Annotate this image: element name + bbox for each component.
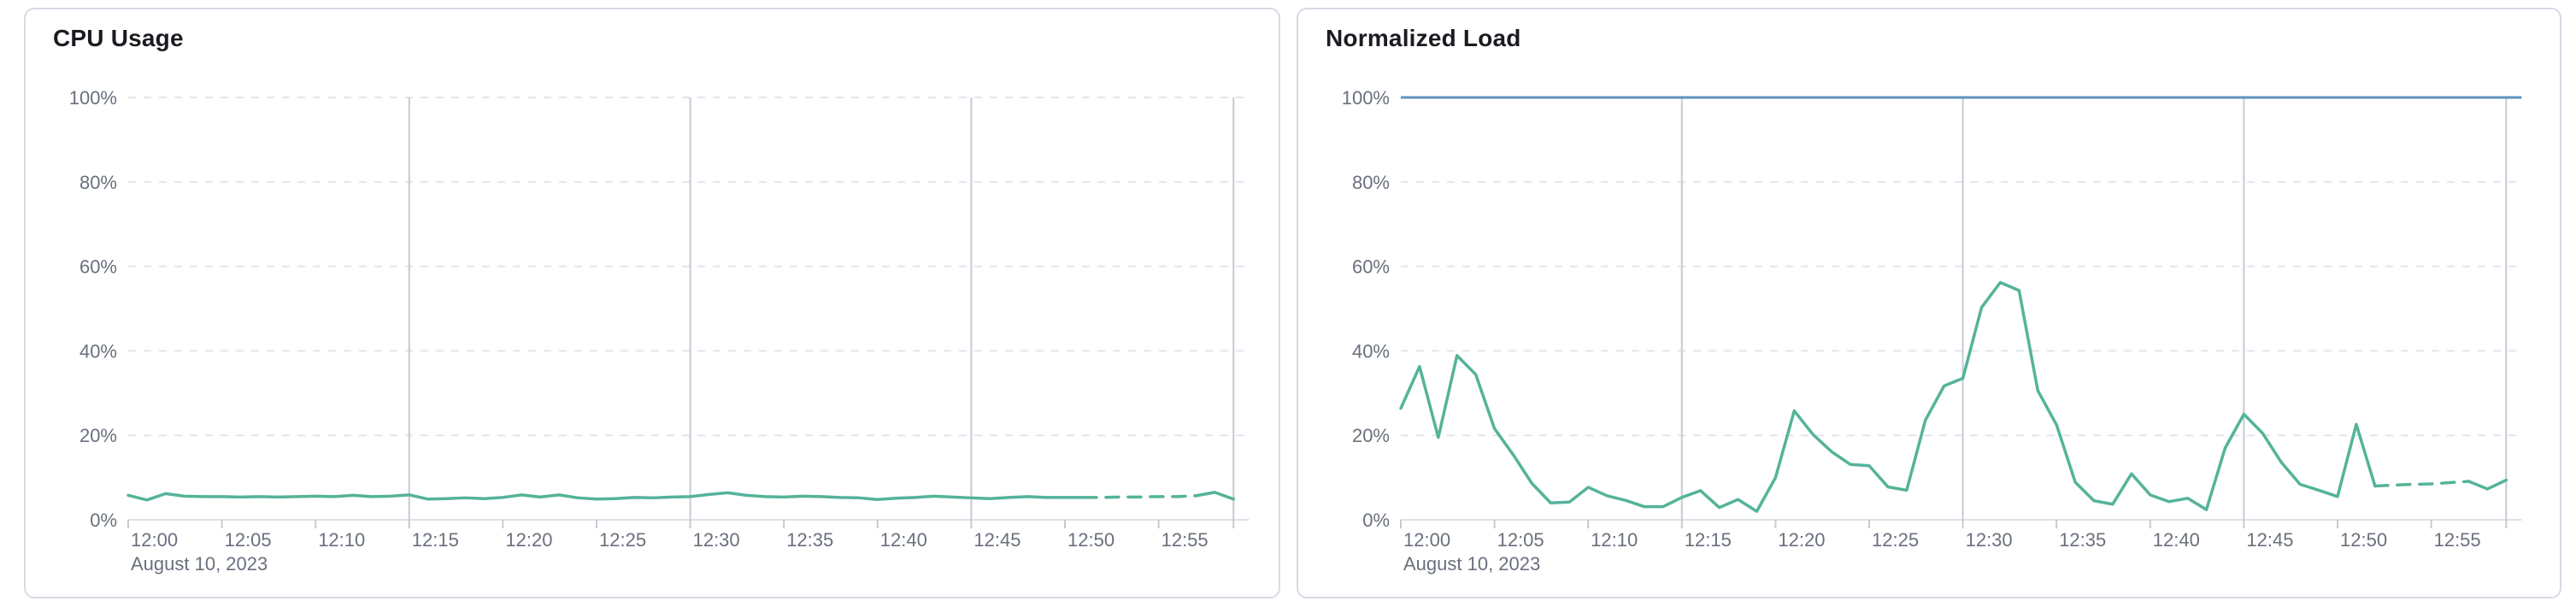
y-axis-label: 0% <box>90 510 117 531</box>
y-axis-label: 20% <box>79 425 117 446</box>
normalized-load-line-tail <box>2467 478 2508 491</box>
y-axis-label: 40% <box>1352 340 1390 362</box>
x-axis-label: 12:55 <box>1162 529 1209 551</box>
x-axis-label: 12:20 <box>1778 529 1825 551</box>
panel-title-normalized-load: Normalized Load <box>1326 25 1521 51</box>
x-axis-label: 12:05 <box>1497 529 1544 551</box>
x-axis-label: 12:00 <box>131 529 178 551</box>
cpu-usage-line-tail <box>1194 491 1236 501</box>
x-axis-label: 12:20 <box>505 529 552 551</box>
x-axis-label: 12:45 <box>973 529 1020 551</box>
cpu-usage-line-partial <box>1082 494 1198 499</box>
x-axis-label: 12:40 <box>2153 529 2200 551</box>
x-axis-label: 12:00 <box>1403 529 1450 551</box>
normalized-load-line <box>1399 280 2377 513</box>
normalized-load-line-partial <box>2373 480 2471 488</box>
y-axis-label: 100% <box>1342 87 1390 109</box>
date-label: August 10, 2023 <box>131 553 268 575</box>
x-axis-label: 12:05 <box>225 529 272 551</box>
x-axis-label: 12:15 <box>1685 529 1732 551</box>
x-axis-label: 12:35 <box>786 529 833 551</box>
normalized-load-panel: Normalized Load 0% 20% 40% 60% 80% 100% 12:00 1… <box>1297 8 2561 598</box>
y-axis-label: 80% <box>79 172 117 193</box>
x-axis-label: 12:10 <box>318 529 365 551</box>
x-axis-label: 12:55 <box>2434 529 2481 551</box>
panel-title-cpu-usage: CPU Usage <box>53 25 184 51</box>
y-axis-label: 100% <box>69 87 117 109</box>
y-axis-label: 20% <box>1352 425 1390 446</box>
x-axis-label: 12:45 <box>2246 529 2293 551</box>
x-axis-label: 12:35 <box>2059 529 2106 551</box>
cpu-usage-chart[interactable]: 0% 20% 40% 60% 80% 100% 12:00 12:05 12:10 12:15 12… <box>26 9 1280 598</box>
y-axis-label: 60% <box>1352 256 1390 278</box>
y-axis-label: 40% <box>79 340 117 362</box>
x-axis-label: 12:50 <box>2340 529 2387 551</box>
x-axis-label: 12:30 <box>693 529 740 551</box>
date-label: August 10, 2023 <box>1403 553 1540 575</box>
x-axis-label: 12:25 <box>599 529 646 551</box>
y-axis-label: 0% <box>1362 510 1390 531</box>
cpu-usage-panel: CPU Usage 0% 20% 40% 60% 80% 100% 12:00 12:05 12… <box>24 8 1280 598</box>
normalized-load-chart[interactable]: 0% 20% 40% 60% 80% 100% 12:00 12:05 12:10 12:15 12… <box>1298 9 2561 598</box>
y-axis-label: 60% <box>79 256 117 278</box>
x-axis-label: 12:50 <box>1067 529 1115 551</box>
x-axis-label: 12:30 <box>1966 529 2013 551</box>
x-axis-label: 12:25 <box>1872 529 1919 551</box>
cpu-usage-line <box>126 491 1085 502</box>
x-axis-label: 12:10 <box>1591 529 1638 551</box>
x-axis-label: 12:15 <box>412 529 459 551</box>
x-axis-label: 12:40 <box>880 529 927 551</box>
y-axis-label: 80% <box>1352 172 1390 193</box>
